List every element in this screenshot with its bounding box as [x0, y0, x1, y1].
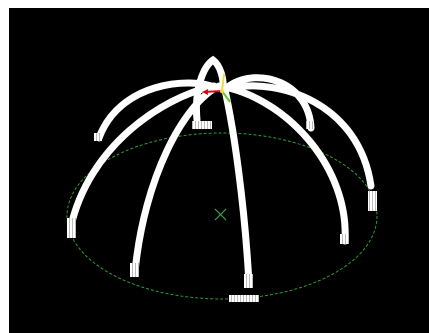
3d-viewport[interactable] — [9, 8, 429, 333]
axis-y[interactable] — [221, 90, 231, 103]
end-cap — [67, 218, 76, 238]
center-cross-icon — [214, 208, 227, 221]
arch-front[interactable] — [220, 82, 253, 288]
arch-back-left[interactable] — [95, 79, 221, 142]
arch-right[interactable] — [227, 82, 375, 190]
end-cap — [306, 121, 314, 129]
gizmo-axes-icon[interactable] — [202, 73, 231, 103]
arch-front-left[interactable] — [131, 82, 223, 276]
end-cap — [229, 295, 259, 302]
end-cap — [192, 121, 212, 129]
arch-right-front[interactable] — [225, 84, 349, 245]
end-cap — [130, 263, 139, 277]
end-cap — [368, 191, 377, 211]
scene-canvas[interactable] — [9, 8, 429, 333]
base-circle — [66, 132, 378, 300]
end-cap — [340, 234, 349, 244]
arch-back-right[interactable] — [225, 74, 315, 132]
axis-x-head — [202, 89, 208, 95]
axis-z[interactable] — [221, 73, 225, 92]
gizmo-center — [220, 89, 224, 93]
arches[interactable] — [67, 55, 375, 288]
end-cap — [244, 274, 253, 288]
arch-left-front[interactable] — [67, 82, 218, 230]
arch-end-caps — [67, 121, 377, 302]
end-cap — [94, 133, 102, 141]
